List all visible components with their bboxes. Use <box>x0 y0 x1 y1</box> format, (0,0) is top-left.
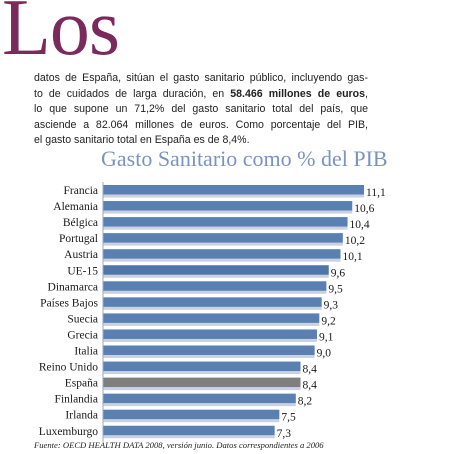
bar-group: Grecia 9,1 <box>67 329 334 343</box>
value-label: 10,2 <box>345 235 365 247</box>
bar <box>103 217 348 227</box>
paragraph-line: to de cuidados de larga duración, en 58.… <box>34 87 368 103</box>
bar-shadow <box>103 419 280 423</box>
value-label: 9,0 <box>317 348 332 360</box>
category-label: Luxemburgo <box>39 426 98 438</box>
highlighted-amount: 58.466 millones de euros <box>230 87 366 100</box>
bar-group: Dinamarca 9,5 <box>48 281 343 295</box>
category-label: Grecia <box>67 329 98 341</box>
bar-shadow <box>103 387 301 391</box>
bar-shadow <box>103 242 343 246</box>
bar <box>103 297 322 307</box>
category-label: España <box>65 378 98 390</box>
bar-group: Finlandia 8,2 <box>55 393 313 408</box>
paragraph-line: el gasto sanitario total en España es de… <box>34 134 250 147</box>
chart-title: Gasto Sanitario como % del PIB <box>101 146 388 171</box>
bar <box>103 425 275 436</box>
bar-group: Luxemburgo 7,3 <box>39 425 292 440</box>
value-label: 7,5 <box>281 412 296 424</box>
bar-shadow <box>103 226 348 230</box>
bar-shadow <box>103 258 341 262</box>
bar <box>103 185 364 195</box>
bar-shadow <box>103 210 353 214</box>
category-label: Dinamarca <box>48 281 98 293</box>
value-label: 8,4 <box>303 380 318 392</box>
bar-group: Irlanda 7,5 <box>65 409 296 424</box>
category-label: Países Bajos <box>40 297 98 309</box>
source-note: Fuente: OECD HEALTH DATA 2008, versión j… <box>34 440 324 450</box>
bar-shadow <box>103 322 320 326</box>
bar-shadow <box>103 371 301 375</box>
category-label: Irlanda <box>65 410 98 422</box>
value-label: 8,2 <box>298 396 313 408</box>
value-label: 9,6 <box>331 267 346 279</box>
category-label: Bélgica <box>63 217 98 229</box>
bar-shadow <box>103 355 315 358</box>
category-label: Italia <box>74 346 98 358</box>
bar <box>103 265 329 275</box>
bar-shadow <box>103 338 317 342</box>
paragraph-text: , <box>365 87 368 100</box>
bar-group: Países Bajos 9,3 <box>40 297 338 311</box>
bar-group: España 8,4 <box>65 377 318 392</box>
bar <box>103 249 341 259</box>
bar-group: Reino Unido 8,4 <box>39 361 318 376</box>
paragraph-line: datos de España, sitúan el gasto sanitar… <box>34 72 368 84</box>
value-label: 10,1 <box>342 251 362 263</box>
bar <box>103 345 315 355</box>
value-label: 9,2 <box>321 315 336 327</box>
bar <box>103 313 320 323</box>
category-label: UE-15 <box>67 265 98 277</box>
bar-group: Alemania 10,6 <box>53 201 375 215</box>
bar-group: Francia 11,1 <box>64 185 386 199</box>
category-label: Reino Unido <box>39 362 98 374</box>
bar-shadow <box>103 435 275 439</box>
category-label: Portugal <box>59 233 98 245</box>
value-label: 7,3 <box>277 428 292 440</box>
category-label: Austria <box>64 249 98 261</box>
value-label: 10,6 <box>354 203 374 215</box>
category-label: Francia <box>64 185 98 197</box>
bar-group: UE-15 9,6 <box>67 265 345 279</box>
bar <box>103 409 280 420</box>
bar <box>103 281 327 291</box>
value-label: 8,4 <box>303 364 318 376</box>
value-label: 9,5 <box>328 283 343 295</box>
bar-group: Austria 10,1 <box>64 249 363 263</box>
category-label: Suecia <box>67 313 98 325</box>
paragraph-text: to de cuidados de larga duración, en <box>34 87 231 100</box>
bar-group: Suecia 9,2 <box>67 313 336 327</box>
paragraph-line: asciende a 82.064 millones de euros. Com… <box>34 118 368 131</box>
bar-shadow <box>103 306 322 310</box>
value-label: 9,1 <box>319 331 334 343</box>
bar <box>103 361 301 372</box>
paragraph-line: lo que supone un 71,2% del gasto sanitar… <box>34 103 368 116</box>
bar-group: Portugal 10,2 <box>59 233 365 247</box>
bar-shadow <box>103 403 296 407</box>
bar <box>103 377 301 388</box>
bar-group: Italia 9,0 <box>74 345 332 360</box>
value-label: 10,4 <box>350 219 370 231</box>
category-label: Finlandia <box>55 394 98 406</box>
bar <box>103 329 317 339</box>
article-paragraph: datos de España, sitúan el gasto sanitar… <box>34 71 368 149</box>
bar-shadow <box>103 290 327 294</box>
category-label: Alemania <box>53 201 98 213</box>
bar-shadow <box>103 194 364 198</box>
bar <box>103 233 343 243</box>
drop-cap-word: Los <box>2 0 120 72</box>
bar <box>103 393 296 404</box>
bar-shadow <box>103 274 329 278</box>
bar-group: Bélgica 10,4 <box>63 217 370 231</box>
value-label: 11,1 <box>366 187 386 199</box>
bar <box>103 201 353 211</box>
value-label: 9,3 <box>324 299 339 311</box>
